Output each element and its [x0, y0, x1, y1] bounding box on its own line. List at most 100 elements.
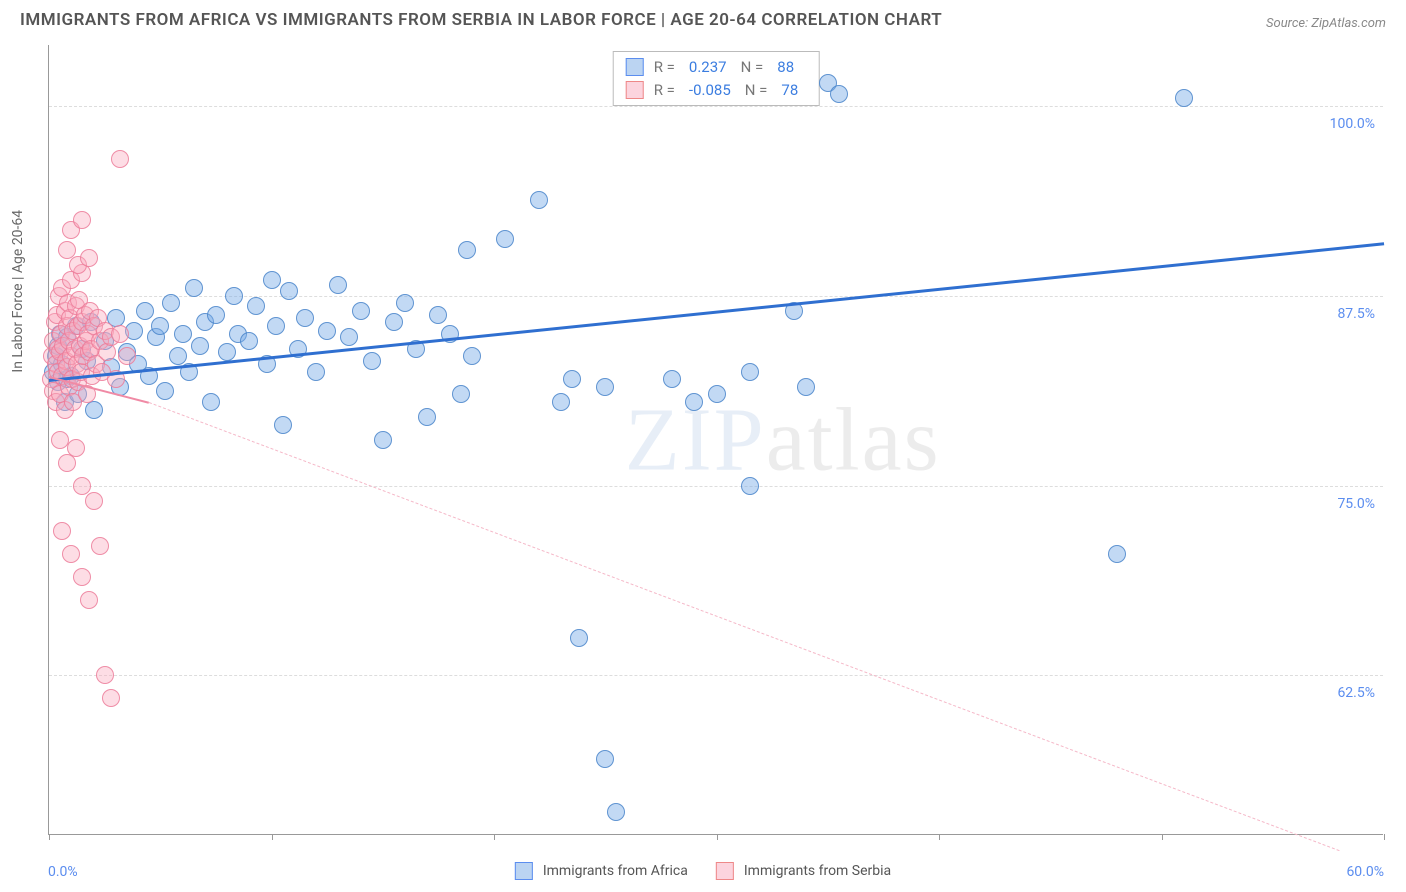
- x-tick: [1384, 834, 1385, 840]
- scatter-point: [429, 306, 447, 324]
- y-axis-title: In Labor Force | Age 20-64: [10, 210, 26, 373]
- x-tick: [272, 834, 273, 840]
- scatter-point: [207, 306, 225, 324]
- scatter-point: [98, 343, 116, 361]
- r-label: R =: [654, 56, 675, 79]
- scatter-point: [452, 385, 470, 403]
- scatter-point: [174, 325, 192, 343]
- scatter-point: [607, 803, 625, 821]
- legend-item-africa: Immigrants from Africa: [515, 862, 688, 880]
- scatter-point: [118, 347, 136, 365]
- scatter-point: [111, 325, 129, 343]
- scatter-point: [530, 191, 548, 209]
- scatter-point: [329, 276, 347, 294]
- scatter-point: [596, 750, 614, 768]
- scatter-point: [85, 492, 103, 510]
- watermark: ZIPatlas: [625, 388, 941, 491]
- r-value-africa: 0.237: [681, 56, 735, 79]
- scatter-point: [111, 150, 129, 168]
- n-value-serbia: 78: [773, 79, 806, 102]
- scatter-point: [91, 537, 109, 555]
- x-min-label: 0.0%: [48, 864, 78, 880]
- swatch-blue-icon: [626, 58, 644, 76]
- n-label: N =: [745, 79, 768, 102]
- scatter-point: [53, 522, 71, 540]
- legend-label: Immigrants from Serbia: [744, 863, 891, 879]
- y-tick-label: 62.5%: [1337, 685, 1375, 701]
- scatter-point: [218, 343, 236, 361]
- scatter-point: [685, 393, 703, 411]
- scatter-point: [240, 332, 258, 350]
- legend-label: Immigrants from Africa: [543, 863, 688, 879]
- scatter-point: [563, 370, 581, 388]
- grid-line: [49, 675, 1383, 676]
- scatter-point: [352, 302, 370, 320]
- scatter-point: [62, 545, 80, 563]
- scatter-point: [741, 477, 759, 495]
- scatter-point: [596, 378, 614, 396]
- scatter-point: [496, 230, 514, 248]
- x-tick: [717, 834, 718, 840]
- source-label: Source: ZipAtlas.com: [1266, 16, 1386, 31]
- y-tick-label: 100.0%: [1330, 116, 1375, 132]
- grid-line: [49, 486, 1383, 487]
- scatter-point: [552, 393, 570, 411]
- scatter-point: [102, 689, 120, 707]
- scatter-point: [151, 317, 169, 335]
- n-value-africa: 88: [769, 56, 802, 79]
- scatter-point: [156, 382, 174, 400]
- scatter-point: [663, 370, 681, 388]
- scatter-point: [80, 249, 98, 267]
- scatter-point: [73, 568, 91, 586]
- scatter-point: [374, 431, 392, 449]
- scatter-point: [307, 363, 325, 381]
- scatter-point: [318, 322, 336, 340]
- r-value-serbia: -0.085: [681, 79, 739, 102]
- scatter-point: [458, 241, 476, 259]
- scatter-point: [191, 337, 209, 355]
- scatter-point: [58, 454, 76, 472]
- scatter-point: [185, 279, 203, 297]
- correlation-legend: R = 0.237 N = 88 R = -0.085 N = 78: [613, 51, 820, 106]
- scatter-point: [162, 294, 180, 312]
- scatter-point: [280, 282, 298, 300]
- scatter-point: [741, 363, 759, 381]
- scatter-point: [396, 294, 414, 312]
- scatter-point: [363, 352, 381, 370]
- swatch-pink-icon: [626, 81, 644, 99]
- trend-line: [149, 402, 1340, 851]
- scatter-point: [708, 385, 726, 403]
- scatter-point: [274, 416, 292, 434]
- chart-plot-area: ZIPatlas R = 0.237 N = 88 R = -0.085 N =…: [48, 45, 1383, 835]
- scatter-point: [385, 313, 403, 331]
- scatter-point: [67, 439, 85, 457]
- legend-row-africa: R = 0.237 N = 88: [626, 56, 807, 79]
- y-tick-label: 87.5%: [1337, 306, 1375, 322]
- scatter-point: [263, 271, 281, 289]
- r-label: R =: [654, 79, 675, 102]
- legend-item-serbia: Immigrants from Serbia: [716, 862, 891, 880]
- swatch-blue-icon: [515, 862, 533, 880]
- y-tick-label: 75.0%: [1337, 496, 1375, 512]
- scatter-point: [1108, 545, 1126, 563]
- series-legend: Immigrants from Africa Immigrants from S…: [515, 862, 891, 880]
- scatter-point: [96, 666, 114, 684]
- scatter-point: [136, 302, 154, 320]
- n-label: N =: [741, 56, 764, 79]
- scatter-point: [1175, 89, 1193, 107]
- scatter-point: [267, 317, 285, 335]
- scatter-point: [73, 211, 91, 229]
- chart-title: IMMIGRANTS FROM AFRICA VS IMMIGRANTS FRO…: [20, 10, 942, 30]
- grid-line: [49, 296, 1383, 297]
- x-tick: [49, 834, 50, 840]
- x-tick: [939, 834, 940, 840]
- legend-row-serbia: R = -0.085 N = 78: [626, 79, 807, 102]
- scatter-point: [202, 393, 220, 411]
- scatter-point: [570, 629, 588, 647]
- x-tick: [1162, 834, 1163, 840]
- scatter-point: [340, 328, 358, 346]
- scatter-point: [418, 408, 436, 426]
- scatter-point: [247, 297, 265, 315]
- scatter-point: [296, 309, 314, 327]
- swatch-pink-icon: [716, 862, 734, 880]
